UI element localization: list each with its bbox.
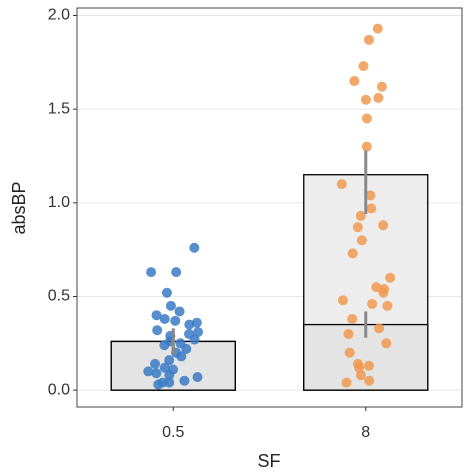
- point: [153, 379, 164, 390]
- point: [193, 327, 204, 338]
- point: [165, 300, 176, 311]
- y-tick-label: 0.0: [48, 381, 70, 398]
- x-tick-label: 8: [361, 424, 370, 441]
- point: [354, 362, 365, 373]
- point: [161, 287, 172, 298]
- point: [191, 317, 202, 328]
- point: [367, 298, 378, 309]
- point: [192, 372, 203, 383]
- point: [381, 338, 392, 349]
- point: [361, 113, 372, 124]
- y-tick-label: 0.5: [48, 288, 70, 305]
- point: [151, 310, 162, 321]
- point: [171, 267, 182, 278]
- point: [159, 362, 170, 373]
- point: [373, 92, 384, 103]
- y-tick-label: 1.0: [48, 194, 70, 211]
- point: [181, 343, 192, 354]
- point: [376, 81, 387, 92]
- point: [164, 377, 175, 388]
- point: [364, 375, 375, 386]
- point: [347, 313, 358, 324]
- point: [378, 220, 389, 231]
- point: [159, 313, 170, 324]
- point: [176, 351, 187, 362]
- point: [189, 334, 200, 345]
- point: [174, 306, 185, 317]
- x-tick-label: 0.5: [162, 424, 184, 441]
- point: [151, 368, 162, 379]
- point: [344, 347, 355, 358]
- point: [361, 141, 372, 152]
- point: [365, 190, 376, 201]
- point: [184, 319, 195, 330]
- point: [363, 360, 374, 371]
- point: [378, 287, 389, 298]
- point: [352, 222, 363, 233]
- point: [366, 203, 377, 214]
- point: [349, 76, 360, 87]
- point: [374, 323, 385, 334]
- point: [164, 370, 175, 381]
- point: [146, 267, 157, 278]
- point: [341, 377, 352, 388]
- point: [355, 210, 366, 221]
- y-axis-title: absBP: [9, 181, 29, 234]
- plot-border: [76, 7, 463, 408]
- point: [371, 282, 382, 293]
- point: [382, 300, 393, 311]
- y-tick-label: 2.0: [48, 7, 70, 24]
- point: [179, 375, 190, 386]
- point: [355, 370, 366, 381]
- point: [360, 94, 371, 105]
- point: [347, 248, 358, 259]
- point: [372, 23, 383, 34]
- point: [385, 272, 396, 283]
- x-axis-title: SF: [257, 451, 280, 471]
- point: [336, 179, 347, 190]
- point: [170, 315, 181, 326]
- point: [358, 61, 369, 72]
- point: [164, 355, 175, 366]
- point: [152, 325, 163, 336]
- point: [337, 295, 348, 306]
- point: [143, 366, 154, 377]
- point: [343, 328, 354, 339]
- point: [150, 358, 161, 369]
- y-tick-label: 1.5: [48, 100, 70, 117]
- point: [356, 235, 367, 246]
- point: [189, 242, 200, 253]
- point: [363, 34, 374, 45]
- point: [159, 340, 170, 351]
